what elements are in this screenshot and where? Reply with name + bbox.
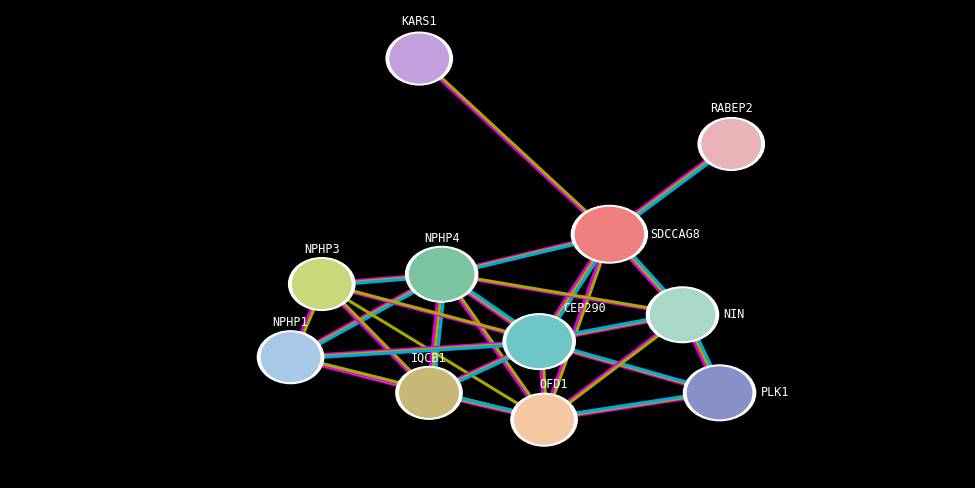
Text: NPHP1: NPHP1 — [273, 316, 308, 329]
Ellipse shape — [575, 207, 644, 261]
Ellipse shape — [687, 367, 752, 419]
Ellipse shape — [390, 34, 448, 83]
Ellipse shape — [507, 316, 571, 367]
Ellipse shape — [646, 287, 719, 343]
Ellipse shape — [257, 331, 324, 384]
Ellipse shape — [571, 205, 647, 263]
Ellipse shape — [702, 120, 760, 168]
Ellipse shape — [400, 368, 458, 417]
Text: IQCB1: IQCB1 — [411, 351, 447, 365]
Ellipse shape — [511, 393, 577, 446]
Ellipse shape — [292, 260, 351, 308]
Ellipse shape — [396, 366, 462, 419]
Ellipse shape — [683, 365, 756, 421]
Text: NIN: NIN — [723, 308, 745, 321]
Text: SDCCAG8: SDCCAG8 — [650, 228, 700, 241]
Text: KARS1: KARS1 — [402, 15, 437, 28]
Ellipse shape — [515, 395, 573, 444]
Ellipse shape — [650, 289, 715, 341]
Ellipse shape — [261, 333, 320, 382]
Text: PLK1: PLK1 — [760, 386, 789, 399]
Ellipse shape — [289, 258, 355, 310]
Ellipse shape — [410, 248, 474, 300]
Ellipse shape — [503, 314, 575, 369]
Ellipse shape — [698, 118, 764, 170]
Text: RABEP2: RABEP2 — [710, 102, 753, 115]
Ellipse shape — [406, 246, 478, 302]
Text: CEP290: CEP290 — [564, 302, 606, 315]
Text: OFD1: OFD1 — [539, 378, 568, 391]
Text: NPHP3: NPHP3 — [304, 243, 339, 256]
Text: NPHP4: NPHP4 — [424, 232, 459, 245]
Ellipse shape — [386, 32, 452, 85]
